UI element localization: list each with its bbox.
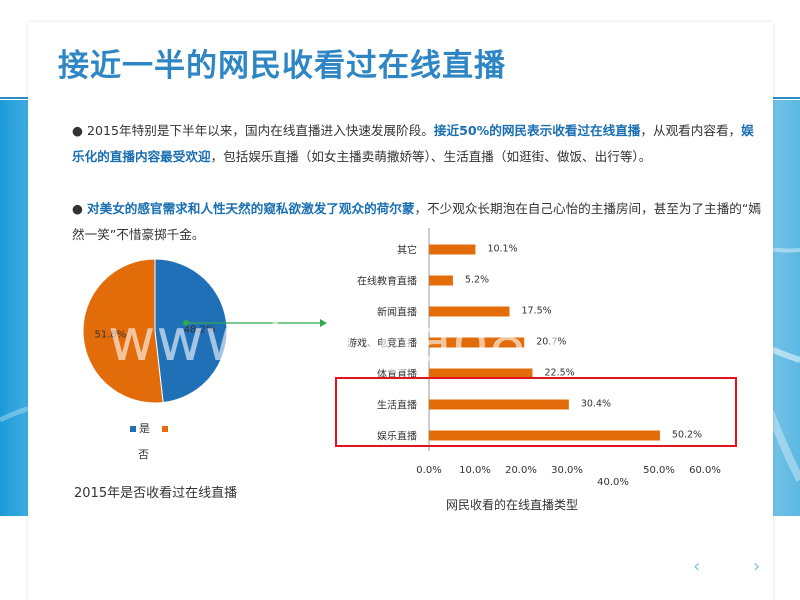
bar-data-label: 30.4%: [581, 399, 611, 410]
pie-slice-1: [82, 258, 164, 404]
pie-chart-title: 2015年是否收看过在线直播: [74, 486, 238, 501]
text: ，从观看内容看，: [640, 123, 742, 138]
bar-data-label: 50.2%: [672, 430, 702, 441]
highlight-text: 接近50%的网民表示收看过在线直播: [433, 123, 641, 138]
highlight-text: 对美女的感官需求和人性天然的窥私欲激发了观众的荷尔蒙: [87, 201, 415, 216]
x-tick-label: 20.0%: [505, 465, 537, 476]
bar: [429, 275, 453, 286]
watermark: www.baogao8.com: [108, 306, 674, 374]
legend-swatch: [161, 426, 168, 432]
x-tick-label: 10.0%: [459, 465, 491, 476]
pie-data-label: 48.2%: [184, 324, 216, 335]
x-tick-label: 0.0%: [416, 465, 441, 476]
bar: [429, 399, 569, 410]
pie-slice-0: [154, 258, 228, 404]
next-slide-button[interactable]: ›: [753, 556, 761, 577]
highlight-box: [335, 377, 737, 447]
legend-label: 否: [138, 448, 149, 461]
highlight-text: 娱乐化的直播内容最受欢迎: [72, 123, 754, 164]
legend-swatch: [130, 426, 136, 432]
x-tick-label: 40.0%: [597, 477, 629, 488]
bar: [429, 368, 533, 379]
bar-data-label: 17.5%: [522, 306, 552, 317]
bar: [429, 430, 660, 441]
category-label: 娱乐直播: [377, 430, 417, 443]
bullet: ●: [72, 123, 83, 138]
pie-chart-svg: 48.2% 51.8%: [82, 258, 228, 404]
connector-arrow: [183, 319, 327, 327]
prev-slide-button[interactable]: ‹: [693, 556, 701, 577]
text: ，不少观众长期泡在自己心怡的主播房间，甚至为了主播的“嫣然一笑”不惜豪掷千金。: [72, 201, 761, 242]
category-label: 在线教育直播: [357, 275, 417, 288]
category-label: 游戏、电竞直播: [347, 337, 417, 350]
bar: [429, 337, 525, 348]
x-tick-label: 60.0%: [689, 465, 721, 476]
text: ，包括娱乐直播（如女主播卖萌撒娇等）、生活直播（如逛街、做饭、出行等）。: [210, 149, 652, 164]
pie-legend: 是: [130, 420, 171, 436]
bar-chart-svg: 其它 10.1%在线教育直播 5.2%新闻直播 17.5%游戏、电竞直播 20.7%体育…: [347, 228, 721, 488]
bar-data-label: 10.1%: [487, 244, 517, 255]
x-tick-label: 50.0%: [643, 465, 675, 476]
bar-data-label: 5.2%: [465, 275, 489, 286]
category-label: 新闻直播: [377, 306, 417, 319]
x-tick-label: 30.0%: [551, 465, 583, 476]
paragraph-1: ● 2015年特别是下半年以来，国内在线直播进入快速发展阶段。接近50%的网民表…: [72, 118, 762, 170]
bar-data-label: 20.7%: [536, 337, 566, 348]
category-label: 其它: [397, 244, 417, 257]
legend-label: 是: [139, 422, 150, 435]
category-label: 生活直播: [377, 399, 417, 412]
pie-data-label: 51.8%: [95, 330, 127, 341]
bullet: ●: [72, 201, 87, 216]
bar: [429, 244, 476, 255]
pie-chart: 48.2% 51.8%: [80, 256, 230, 410]
text: 2015年特别是下半年以来，国内在线直播进入快速发展阶段。: [83, 123, 434, 138]
bar-data-label: 22.5%: [545, 368, 575, 379]
bar-chart: 其它 10.1% 在线教育直播 5.2% 新闻直播 17.5% 游戏、电竞直播 20.7% 体育…: [330, 228, 730, 492]
paragraph-2: ● 对美女的感官需求和人性天然的窥私欲激发了观众的荷尔蒙，不少观众长期泡在自己心…: [72, 196, 762, 248]
bar-chart-title: 网民收看的在线直播类型: [446, 498, 579, 512]
page-title: 接近一半的网民收看过在线直播: [58, 48, 506, 84]
bar: [429, 306, 510, 317]
